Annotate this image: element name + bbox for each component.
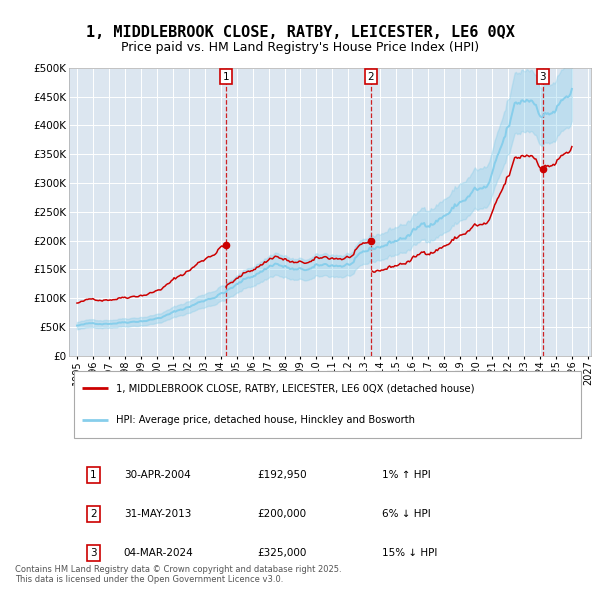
Text: 2: 2 — [90, 509, 97, 519]
Text: 3: 3 — [90, 548, 97, 558]
Text: 2: 2 — [368, 71, 374, 81]
Text: 3: 3 — [539, 71, 546, 81]
Text: 30-APR-2004: 30-APR-2004 — [124, 470, 191, 480]
Text: 1% ↑ HPI: 1% ↑ HPI — [382, 470, 431, 480]
Text: 1: 1 — [223, 71, 229, 81]
Text: Contains HM Land Registry data © Crown copyright and database right 2025.
This d: Contains HM Land Registry data © Crown c… — [15, 565, 341, 584]
Text: £192,950: £192,950 — [257, 470, 307, 480]
Text: 31-MAY-2013: 31-MAY-2013 — [124, 509, 191, 519]
Text: HPI: Average price, detached house, Hinckley and Bosworth: HPI: Average price, detached house, Hinc… — [116, 415, 415, 425]
Text: £325,000: £325,000 — [257, 548, 306, 558]
Text: 1, MIDDLEBROOK CLOSE, RATBY, LEICESTER, LE6 0QX: 1, MIDDLEBROOK CLOSE, RATBY, LEICESTER, … — [86, 25, 514, 40]
Text: 15% ↓ HPI: 15% ↓ HPI — [382, 548, 437, 558]
Text: £200,000: £200,000 — [257, 509, 306, 519]
Text: 6% ↓ HPI: 6% ↓ HPI — [382, 509, 431, 519]
Text: 1: 1 — [90, 470, 97, 480]
FancyBboxPatch shape — [74, 372, 581, 438]
Text: 1, MIDDLEBROOK CLOSE, RATBY, LEICESTER, LE6 0QX (detached house): 1, MIDDLEBROOK CLOSE, RATBY, LEICESTER, … — [116, 383, 475, 393]
Text: 04-MAR-2024: 04-MAR-2024 — [124, 548, 194, 558]
Text: Price paid vs. HM Land Registry's House Price Index (HPI): Price paid vs. HM Land Registry's House … — [121, 41, 479, 54]
